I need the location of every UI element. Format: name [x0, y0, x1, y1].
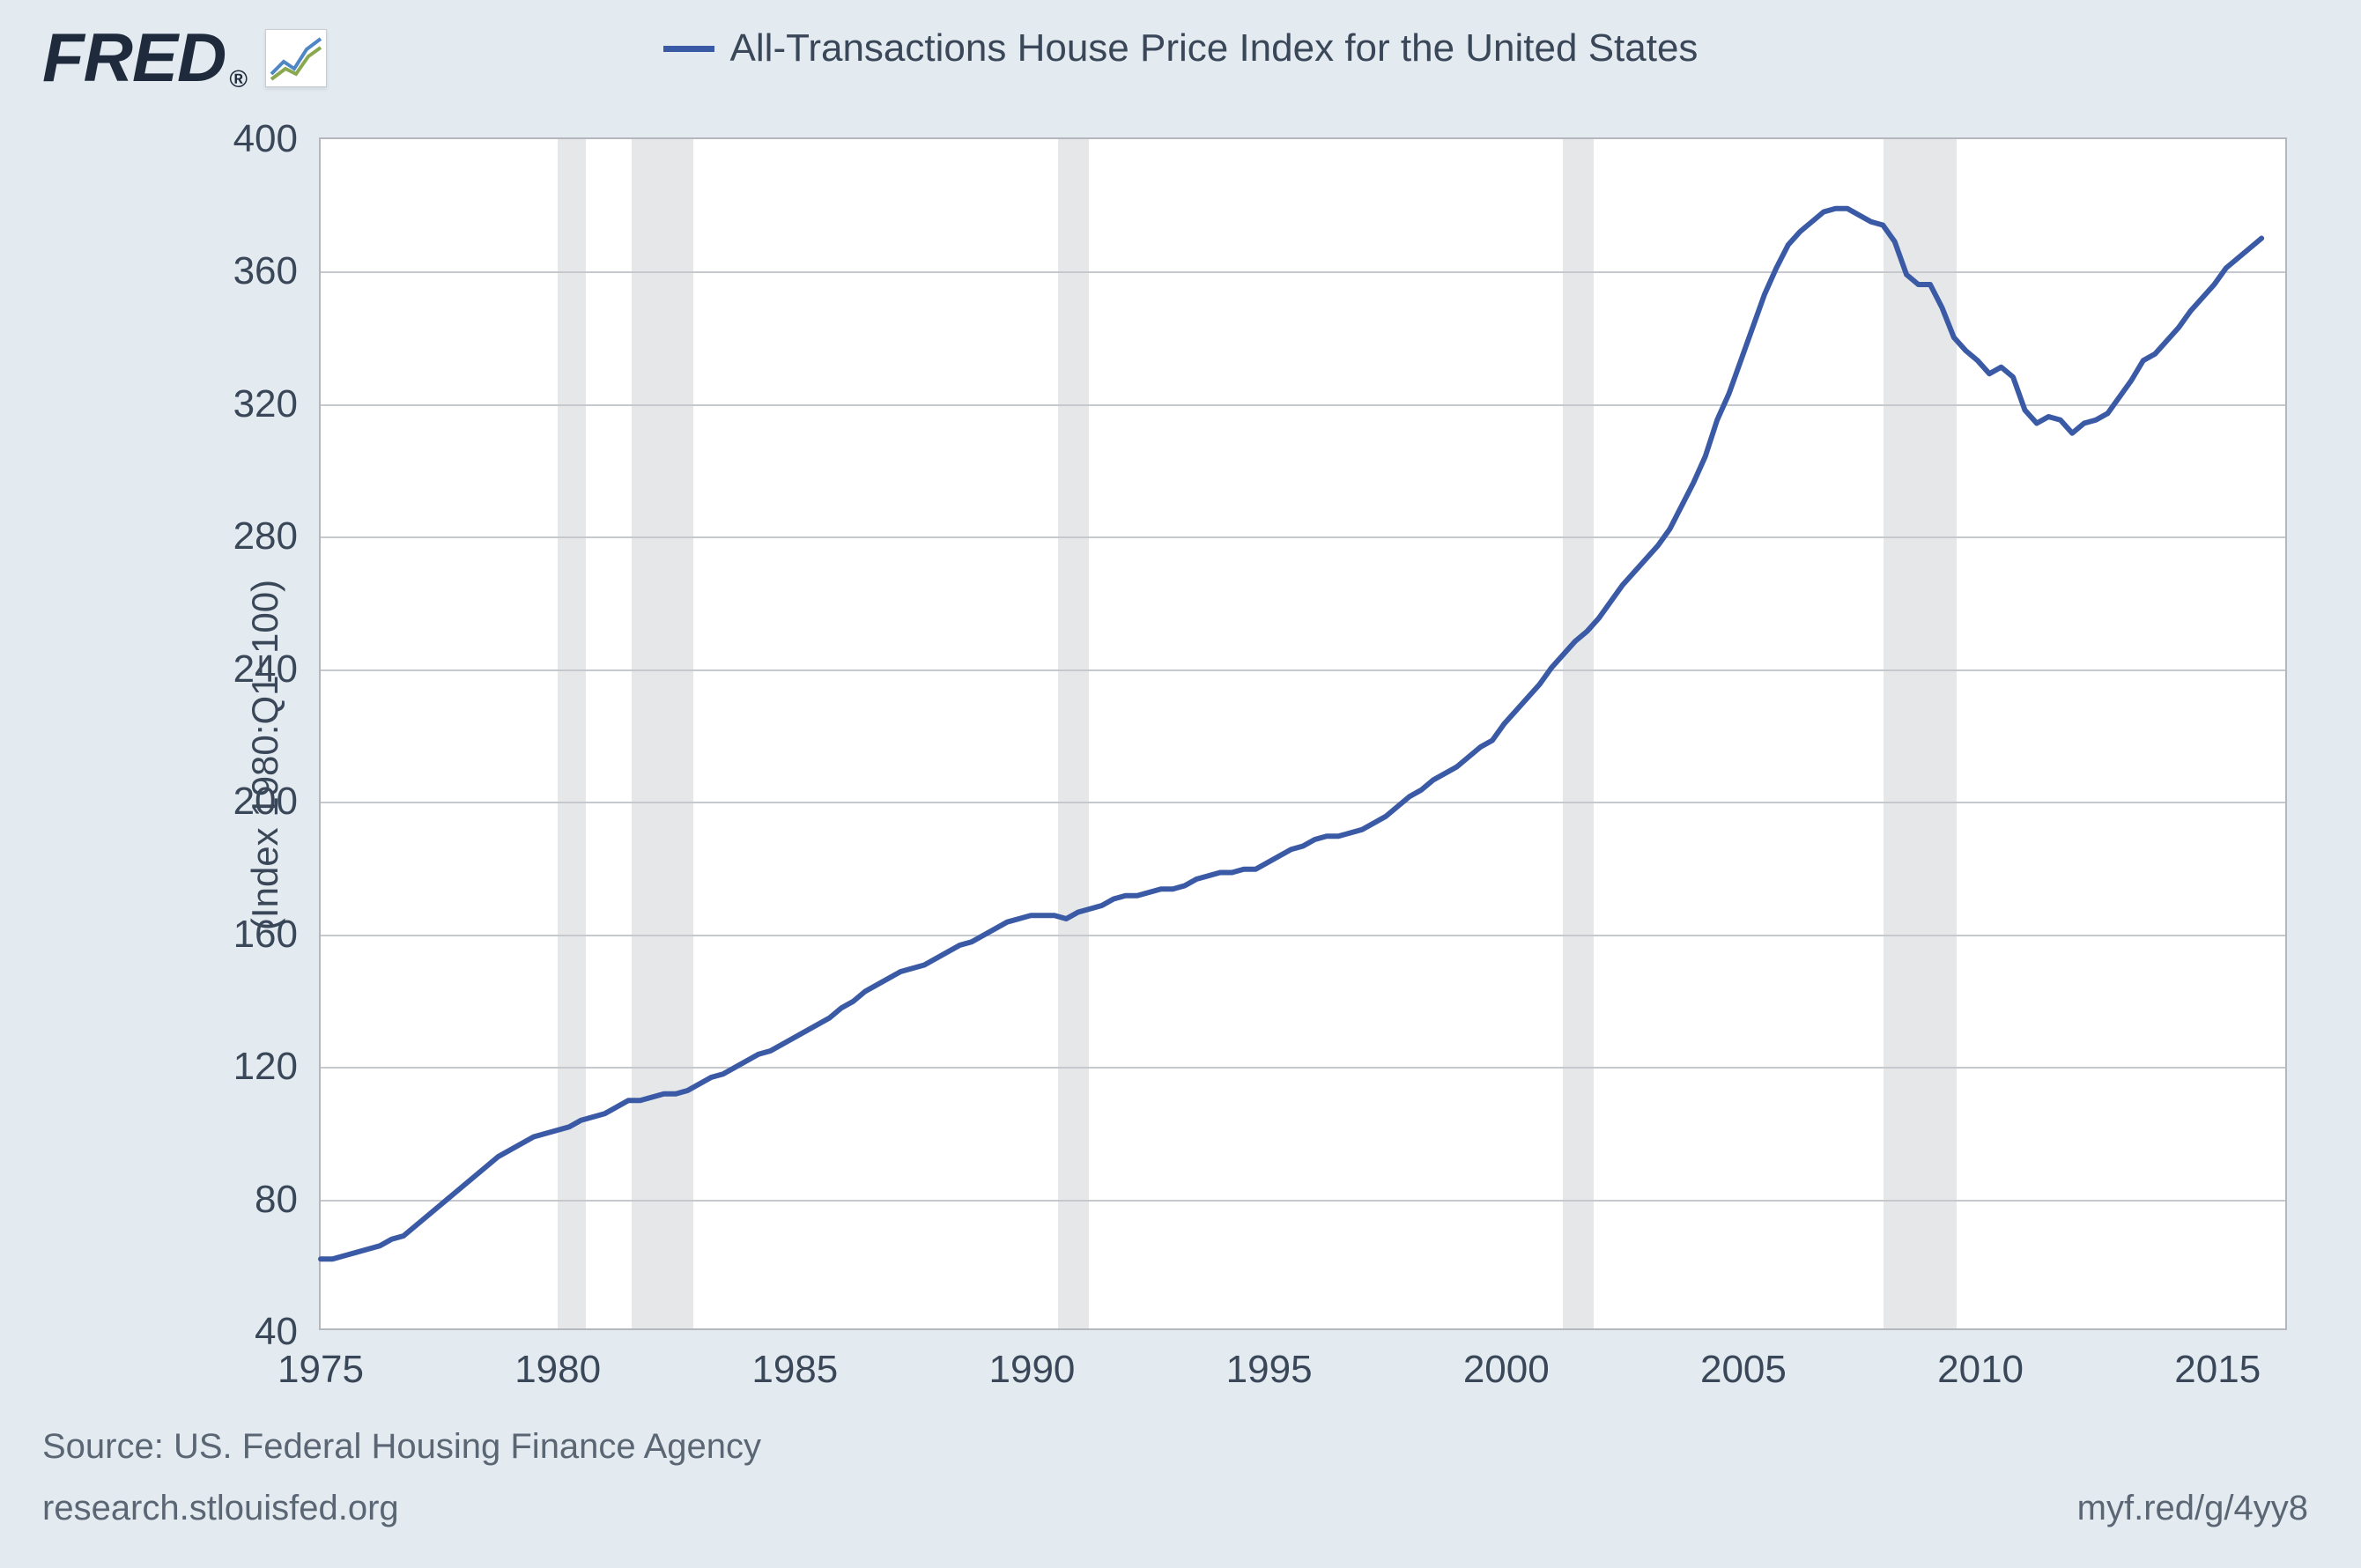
x-tick-label: 2005 [1700, 1328, 1787, 1392]
x-tick-label: 2010 [1937, 1328, 2024, 1392]
x-tick-label: 1975 [278, 1328, 364, 1392]
legend-swatch [663, 46, 714, 52]
short-link: myf.red/g/4yy8 [2077, 1489, 2308, 1528]
source-attribution: Source: US. Federal Housing Finance Agen… [42, 1427, 2308, 1467]
legend-item: All-Transactions House Price Index for t… [663, 26, 1699, 70]
y-tick-label: 120 [233, 1045, 321, 1089]
x-tick-label: 2000 [1463, 1328, 1550, 1392]
x-tick-label: 1995 [1226, 1328, 1313, 1392]
chart-frame: FRED ® All-Transactions House Price Inde… [0, 0, 2361, 1568]
y-tick-label: 280 [233, 514, 321, 558]
x-tick-label: 1990 [989, 1328, 1076, 1392]
x-tick-label: 2015 [2174, 1328, 2261, 1392]
y-tick-label: 320 [233, 382, 321, 426]
chart-legend: All-Transactions House Price Index for t… [0, 26, 2361, 70]
plot-area: 4080120160200240280320360400197519801985… [319, 137, 2287, 1330]
y-tick-label: 360 [233, 249, 321, 293]
footer-line: research.stlouisfed.org myf.red/g/4yy8 [42, 1489, 2308, 1528]
x-tick-label: 1985 [751, 1328, 838, 1392]
y-axis-label: (Index 1980:Q1=100) [244, 580, 286, 930]
y-tick-label: 80 [255, 1178, 321, 1222]
site-url: research.stlouisfed.org [42, 1489, 399, 1528]
y-tick-label: 400 [233, 117, 321, 161]
line-series [321, 139, 2285, 1328]
legend-label: All-Transactions House Price Index for t… [730, 26, 1699, 70]
x-tick-label: 1980 [514, 1328, 601, 1392]
